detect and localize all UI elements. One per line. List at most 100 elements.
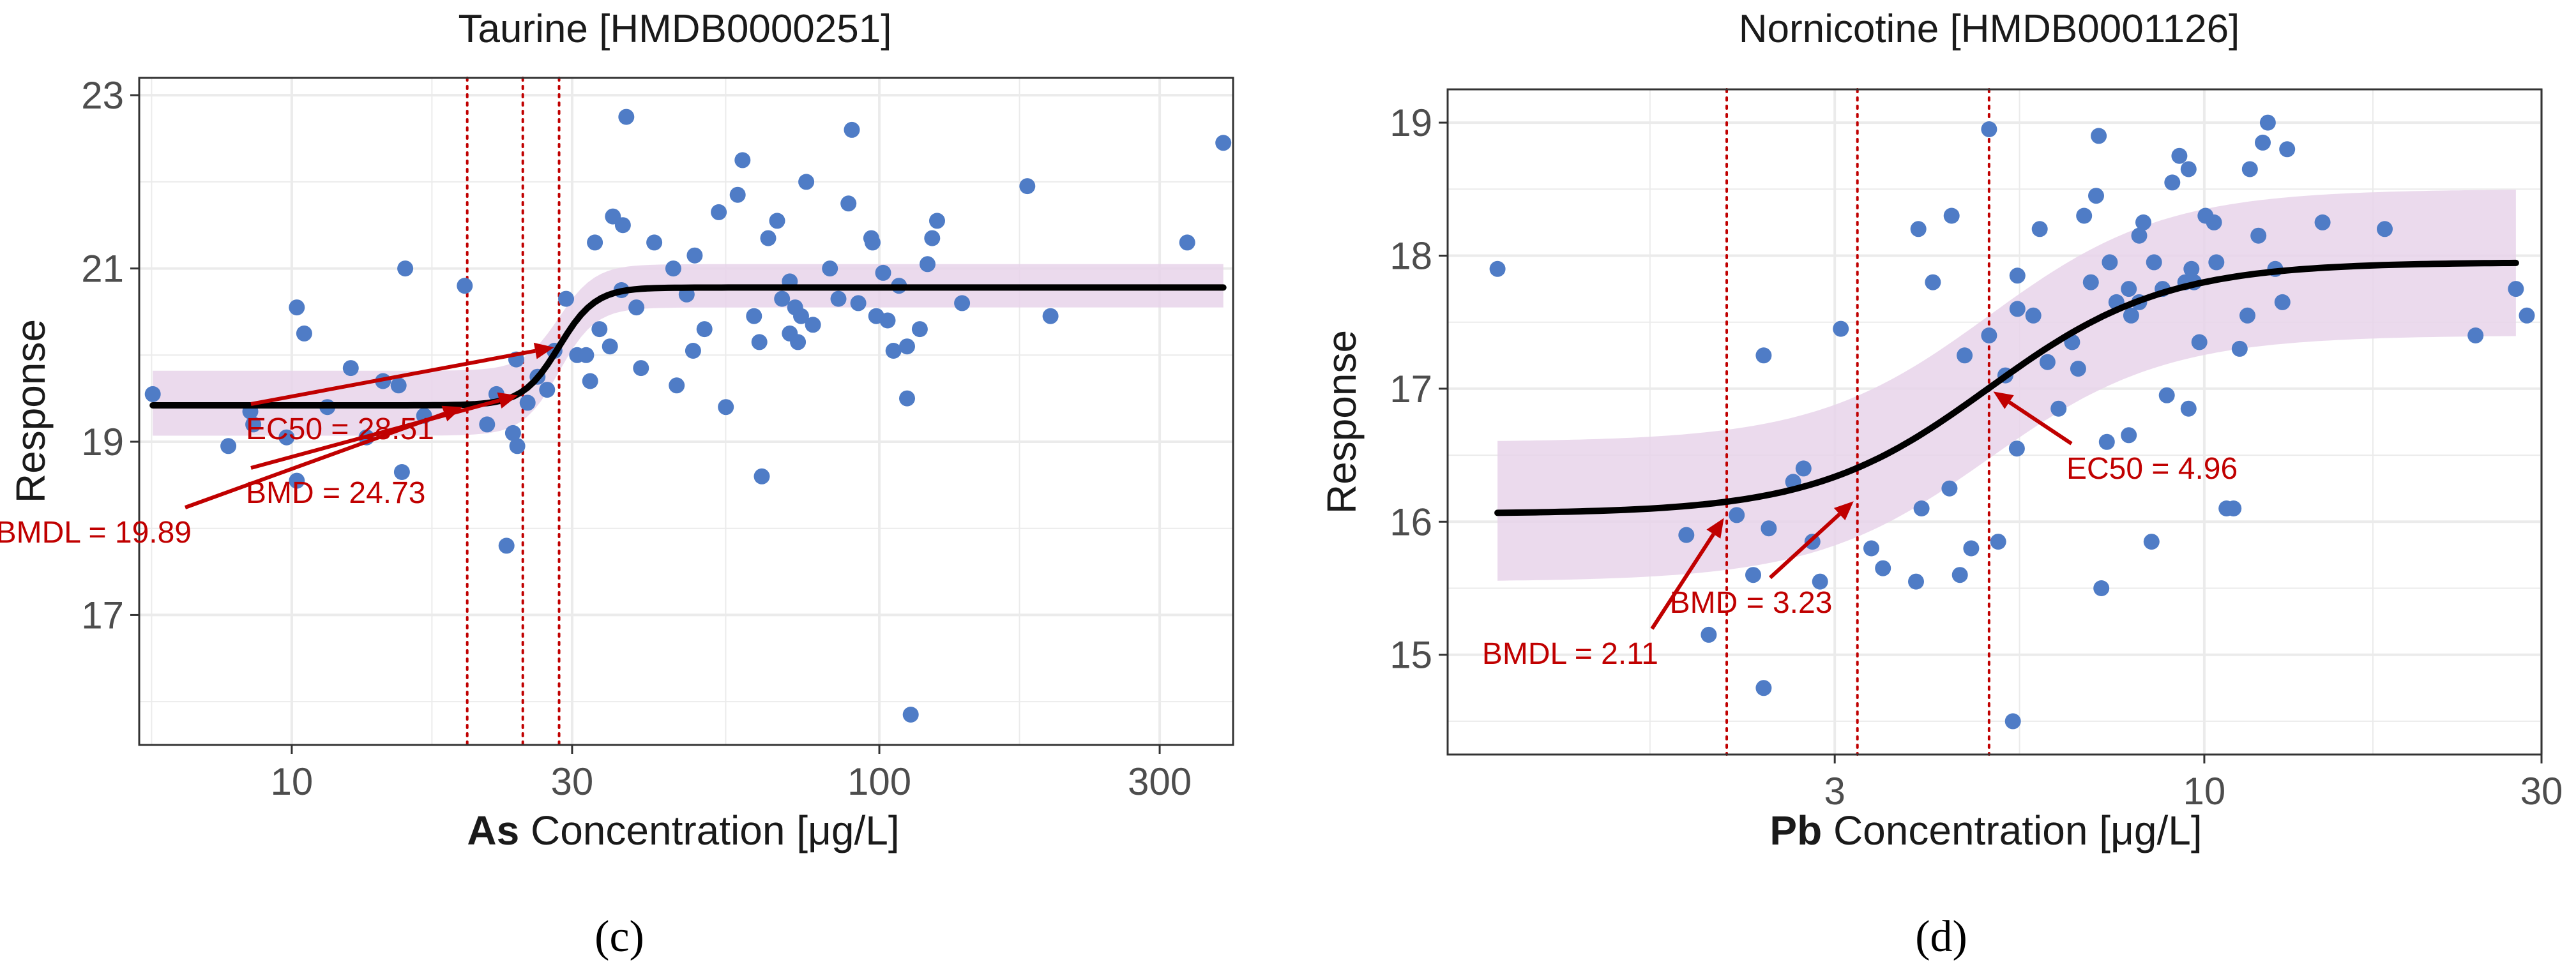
data-point bbox=[2121, 281, 2137, 297]
data-point bbox=[2143, 534, 2160, 550]
data-point bbox=[711, 204, 727, 220]
annotation-label: BMD = 3.23 bbox=[1670, 586, 1833, 620]
confidence-band-area bbox=[1497, 190, 2516, 581]
data-point bbox=[2050, 400, 2067, 417]
y-tick-label: 19 bbox=[81, 421, 124, 463]
data-point bbox=[2008, 440, 2025, 457]
data-point bbox=[911, 321, 928, 338]
x-axis-ticks-d: 3 10 30 bbox=[1824, 755, 2563, 813]
data-point bbox=[2031, 221, 2048, 237]
data-point bbox=[1963, 540, 1980, 557]
data-point bbox=[2279, 141, 2296, 158]
data-point bbox=[920, 256, 936, 273]
data-point bbox=[582, 373, 598, 389]
data-point bbox=[289, 299, 305, 316]
data-point bbox=[844, 121, 860, 138]
data-point bbox=[498, 537, 515, 554]
data-point bbox=[696, 321, 713, 338]
data-point bbox=[2025, 307, 2042, 324]
data-point bbox=[924, 230, 941, 246]
data-point bbox=[2241, 161, 2258, 177]
data-point bbox=[902, 707, 919, 723]
y-tick-label: 17 bbox=[81, 594, 124, 636]
data-point bbox=[1951, 567, 1968, 583]
data-point bbox=[1910, 221, 1927, 237]
data-point bbox=[2519, 307, 2535, 324]
annotation-arrow bbox=[250, 398, 500, 470]
data-point bbox=[1925, 274, 1941, 290]
y-axis-ticks-c: 17 19 21 23 bbox=[81, 74, 139, 636]
data-point bbox=[665, 260, 681, 277]
data-point bbox=[1019, 178, 1036, 195]
data-point bbox=[1755, 347, 1772, 364]
x-tick-label: 10 bbox=[2183, 770, 2226, 813]
panel-border-c bbox=[138, 77, 1234, 746]
data-point bbox=[245, 416, 262, 433]
x-axis-label-d: Pb Concentration [μg/L] bbox=[1769, 808, 2202, 853]
data-point bbox=[2250, 227, 2267, 244]
chart-title-c: Taurine [HMDB0000251] bbox=[458, 7, 892, 51]
fitted-curve-c bbox=[149, 284, 1227, 409]
data-point bbox=[509, 438, 526, 454]
data-point bbox=[929, 213, 945, 229]
data-point bbox=[1745, 567, 1761, 583]
data-point bbox=[2314, 214, 2331, 230]
x-axis-label-element-c: As bbox=[467, 808, 519, 853]
annotations-d: BMDL = 2.11 BMD = 3.23 EC50 = 4.96 bbox=[1482, 391, 2238, 671]
data-point bbox=[1755, 680, 1772, 696]
fitted-curve-line bbox=[149, 284, 1227, 409]
panel-d: Nornicotine [HMDB0001126] 15 16 17 18 19 3 10… bbox=[1319, 7, 2563, 961]
data-point bbox=[2102, 254, 2118, 271]
annotation-label: BMDL = 19.89 bbox=[0, 516, 192, 550]
panel-c: Taurine [HMDB0000251] 17 19 21 23 10 30 100 30… bbox=[0, 7, 1234, 961]
y-tick-label: 19 bbox=[1390, 101, 1432, 144]
annotation-label: EC50 = 28.51 bbox=[246, 412, 434, 446]
data-point bbox=[954, 295, 971, 312]
data-point bbox=[899, 390, 915, 407]
data-point bbox=[393, 464, 410, 480]
panel-label-d: (d) bbox=[1915, 912, 1967, 961]
data-point bbox=[591, 321, 608, 338]
data-point bbox=[686, 247, 703, 264]
data-point bbox=[479, 416, 496, 433]
data-point bbox=[685, 343, 701, 359]
data-point bbox=[1941, 480, 1958, 497]
y-tick-label: 15 bbox=[1390, 634, 1432, 677]
data-point bbox=[751, 334, 768, 350]
data-point bbox=[865, 234, 881, 251]
y-axis-label-d: Response bbox=[1319, 330, 1365, 514]
data-point bbox=[504, 424, 521, 441]
fitted-curve-line bbox=[1494, 259, 2519, 516]
data-point bbox=[2091, 128, 2107, 144]
dose-lines-d bbox=[1725, 88, 1990, 756]
data-point bbox=[793, 308, 809, 324]
data-point bbox=[2082, 274, 2099, 290]
annotation-label: BMDL = 2.11 bbox=[1482, 637, 1658, 671]
data-point bbox=[1990, 534, 2006, 550]
data-point bbox=[774, 290, 791, 307]
data-point bbox=[390, 377, 407, 394]
data-point bbox=[885, 343, 902, 359]
x-tick-label: 30 bbox=[2520, 770, 2563, 813]
data-point bbox=[1981, 327, 1997, 343]
data-point bbox=[805, 317, 821, 333]
y-tick-label: 18 bbox=[1390, 235, 1432, 278]
data-point bbox=[822, 260, 838, 277]
data-point bbox=[718, 399, 734, 416]
data-point bbox=[899, 338, 915, 355]
data-point bbox=[2088, 188, 2104, 204]
data-point bbox=[519, 394, 536, 411]
x-tick-label: 300 bbox=[1128, 760, 1192, 803]
data-point bbox=[2131, 227, 2148, 244]
data-point bbox=[587, 234, 603, 251]
annotations-c: BMDL = 19.89 BMD = 24.73 EC50 = 28.51 bbox=[0, 342, 554, 550]
annotation-arrowhead bbox=[533, 342, 554, 359]
data-point bbox=[397, 260, 414, 277]
x-tick-label: 100 bbox=[847, 760, 911, 803]
data-point bbox=[2225, 500, 2242, 516]
data-point bbox=[734, 152, 751, 169]
data-point bbox=[769, 213, 785, 229]
data-point bbox=[2076, 207, 2093, 224]
fitted-curve-d bbox=[1494, 259, 2519, 516]
